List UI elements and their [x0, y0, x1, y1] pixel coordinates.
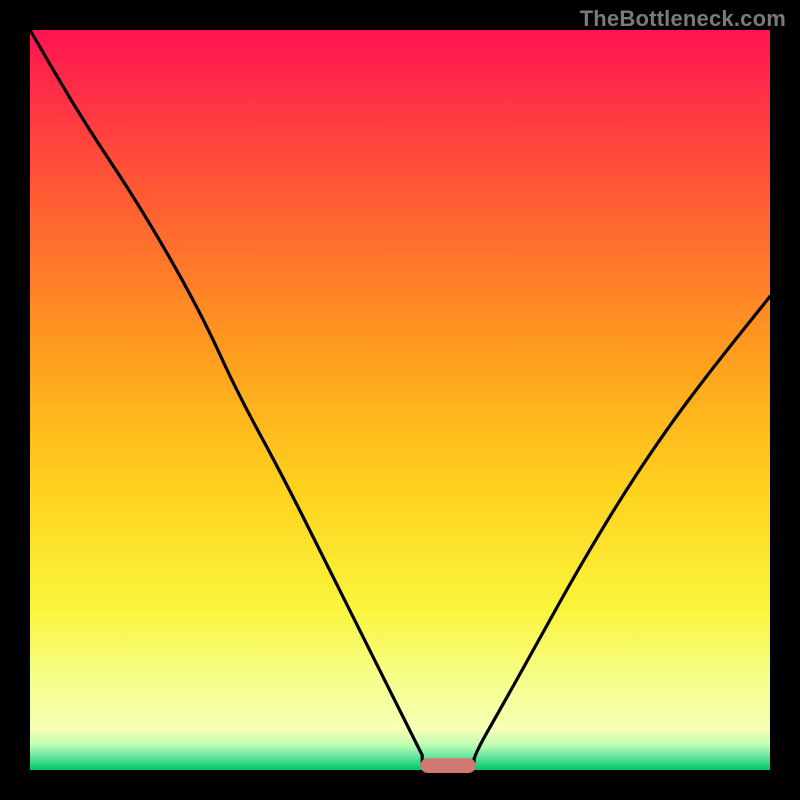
minimum-marker: [420, 758, 476, 773]
chart-container: TheBottleneck.com: [0, 0, 800, 800]
bottleneck-chart: [0, 0, 800, 800]
plot-background-gradient: [30, 30, 770, 770]
watermark-text: TheBottleneck.com: [580, 6, 786, 32]
